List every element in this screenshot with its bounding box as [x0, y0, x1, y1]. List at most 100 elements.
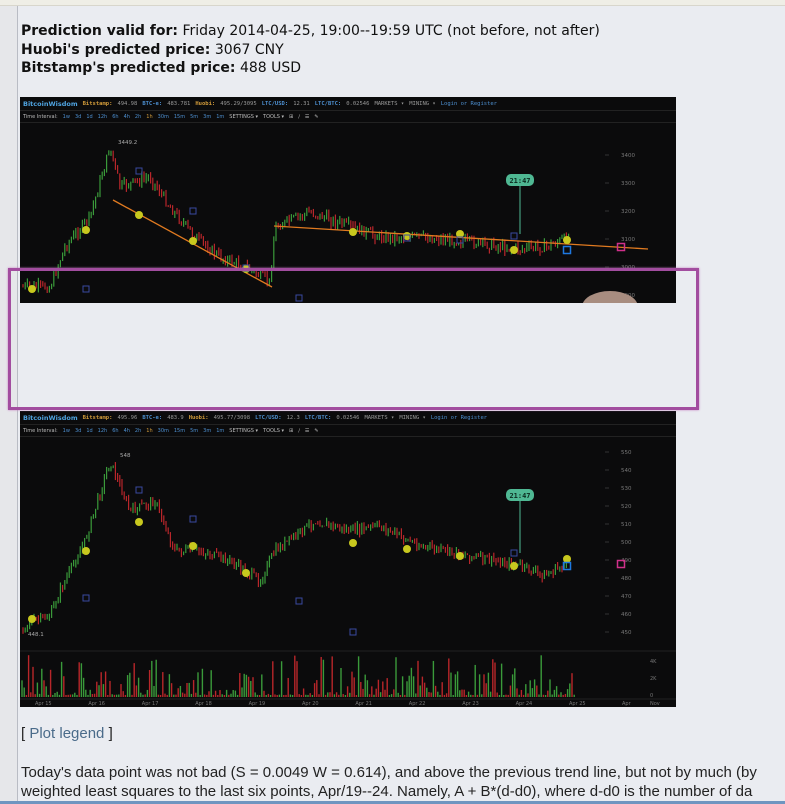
- bitstamp-row: Bitstamp's predicted price: 488 USD: [21, 59, 600, 78]
- markets-menu[interactable]: MARKETS ▾: [374, 100, 405, 107]
- bitcoinwisdom-logo[interactable]: BitcoinWisdom: [23, 413, 78, 422]
- valid-value: Friday 2014-04-25, 19:00--19:59 UTC (not…: [182, 23, 600, 39]
- x-tick-label: Apr 25: [569, 701, 586, 707]
- x-tick-label: Nov: [650, 701, 660, 707]
- yellow-dot: [135, 518, 143, 526]
- interval-4h[interactable]: 4h: [123, 113, 130, 120]
- paragraph-line-1: Today's data point was not bad (S = 0.00…: [21, 764, 757, 781]
- interval-3m[interactable]: 3m: [203, 113, 212, 120]
- interval-12h[interactable]: 12h: [97, 113, 108, 120]
- bitstamp-chart-image: 550 540 530 520 510 500 490 480 470 460 450 21:47 54…: [20, 411, 676, 707]
- x-tick-label: Apr: [622, 701, 632, 707]
- interval-3d[interactable]: 3d: [74, 427, 82, 434]
- interval-30m[interactable]: 30m: [157, 113, 169, 120]
- tools-menu[interactable]: TOOLS ▾: [263, 113, 284, 120]
- y-tick-label: 520: [621, 504, 632, 510]
- hlines-icon[interactable]: ☰: [304, 113, 310, 120]
- login-link[interactable]: Login or Register: [440, 100, 498, 107]
- interval-1m[interactable]: 1m: [216, 113, 225, 120]
- hlines-icon[interactable]: ☰: [304, 427, 310, 434]
- tools-menu[interactable]: TOOLS ▾: [263, 427, 284, 434]
- bitcoinwisdom-logo[interactable]: BitcoinWisdom: [23, 99, 78, 108]
- plot-legend-link[interactable]: Plot legend: [29, 725, 105, 742]
- settings-menu[interactable]: SETTINGS ▾: [229, 427, 259, 434]
- interval-5m[interactable]: 5m: [190, 113, 199, 120]
- prediction-valid-row: Prediction valid for: Friday 2014-04-25,…: [21, 22, 600, 41]
- y-tick-label: 3300: [621, 181, 635, 187]
- interval-6h[interactable]: 6h: [112, 427, 119, 434]
- paragraph-line-2: weighted least squares to the last six p…: [21, 783, 753, 800]
- login-link[interactable]: Login or Register: [430, 414, 488, 421]
- interval-15m[interactable]: 15m: [173, 113, 186, 120]
- mining-menu[interactable]: MINING ▾: [409, 100, 436, 107]
- interval-bar: Time Interval: 1w 3d 1d 12h 6h 4h 2h 1h 30m 15m 5m 3…: [20, 111, 676, 123]
- huobi-value: 3067 CNY: [214, 41, 284, 58]
- peak-price-label: 3449.2: [118, 140, 137, 146]
- interval-3m[interactable]: 3m: [203, 427, 212, 434]
- prediction-square: [135, 486, 143, 494]
- interval-1h[interactable]: 1h: [146, 427, 153, 434]
- current-prediction-square: [562, 245, 572, 255]
- interval-2h[interactable]: 2h: [134, 427, 142, 434]
- interval-1w[interactable]: 1w: [62, 113, 70, 120]
- pen-icon[interactable]: ✎: [314, 427, 319, 434]
- x-tick-label: Apr 23: [462, 701, 479, 707]
- yellow-dot: [349, 228, 357, 236]
- mining-menu[interactable]: MINING ▾: [399, 414, 426, 421]
- prediction-square: [349, 628, 357, 636]
- interval-1w[interactable]: 1w: [62, 427, 70, 434]
- crosshair-icon[interactable]: ⊞: [289, 113, 294, 120]
- interval-5m[interactable]: 5m: [190, 427, 199, 434]
- x-tick-label: Apr 17: [142, 701, 159, 707]
- y-tick-label: 450: [621, 630, 632, 636]
- prediction-square: [403, 234, 411, 242]
- interval-3d[interactable]: 3d: [74, 113, 82, 120]
- markets-menu[interactable]: MARKETS ▾: [364, 414, 395, 421]
- x-tick-label: Apr 22: [409, 701, 426, 707]
- line-tool-icon[interactable]: ∕: [298, 113, 300, 120]
- ticker-value: 0.02546: [346, 100, 370, 107]
- huobi-label: Huobi's predicted price:: [21, 41, 211, 58]
- ticker-name: BTC-e:: [142, 414, 163, 421]
- y-tick-label: 500: [621, 540, 632, 546]
- interval-12h[interactable]: 12h: [97, 427, 108, 434]
- ticker-value: 0.02546: [336, 414, 360, 421]
- prediction-square: [82, 285, 90, 293]
- x-tick-label: Apr 24: [516, 701, 533, 707]
- pen-icon[interactable]: ✎: [314, 113, 319, 120]
- yellow-dot: [510, 246, 518, 254]
- yellow-dot: [563, 555, 571, 563]
- line-tool-icon[interactable]: ∕: [298, 427, 300, 434]
- y-tick-label: 490: [621, 558, 632, 564]
- x-tick-label: Apr 16: [88, 701, 105, 707]
- interval-1m[interactable]: 1m: [216, 427, 225, 434]
- ticker-value: 12.31: [293, 100, 310, 107]
- interval-15m[interactable]: 15m: [173, 427, 186, 434]
- bracket-close: ]: [108, 725, 113, 742]
- yellow-dot: [403, 545, 411, 553]
- yellow-dot: [28, 615, 36, 623]
- interval-30m[interactable]: 30m: [157, 427, 169, 434]
- yellow-dot: [82, 547, 90, 555]
- ticker-value: 12.3: [286, 414, 300, 421]
- interval-6h[interactable]: 6h: [112, 113, 119, 120]
- yellow-dot: [456, 552, 464, 560]
- next-prediction-square: [616, 242, 626, 252]
- ticker-value: 495.29/3095: [220, 100, 257, 107]
- interval-2h[interactable]: 2h: [134, 113, 142, 120]
- interval-1h[interactable]: 1h: [146, 113, 153, 120]
- settings-menu[interactable]: SETTINGS ▾: [229, 113, 259, 120]
- yellow-dot: [135, 211, 143, 219]
- yellow-dot: [563, 236, 571, 244]
- ticker-name: BTC-e:: [142, 100, 163, 107]
- interval-4h[interactable]: 4h: [123, 427, 130, 434]
- prediction-square: [82, 594, 90, 602]
- interval-1d[interactable]: 1d: [86, 113, 93, 120]
- interval-1d[interactable]: 1d: [86, 427, 93, 434]
- crosshair-icon[interactable]: ⊞: [289, 427, 294, 434]
- x-tick-label: Apr 15: [35, 701, 52, 707]
- y-tick-label: 530: [621, 486, 632, 492]
- ticker-name: Huobi:: [188, 414, 209, 421]
- yellow-dot: [242, 569, 250, 577]
- bottom-border: [0, 801, 785, 804]
